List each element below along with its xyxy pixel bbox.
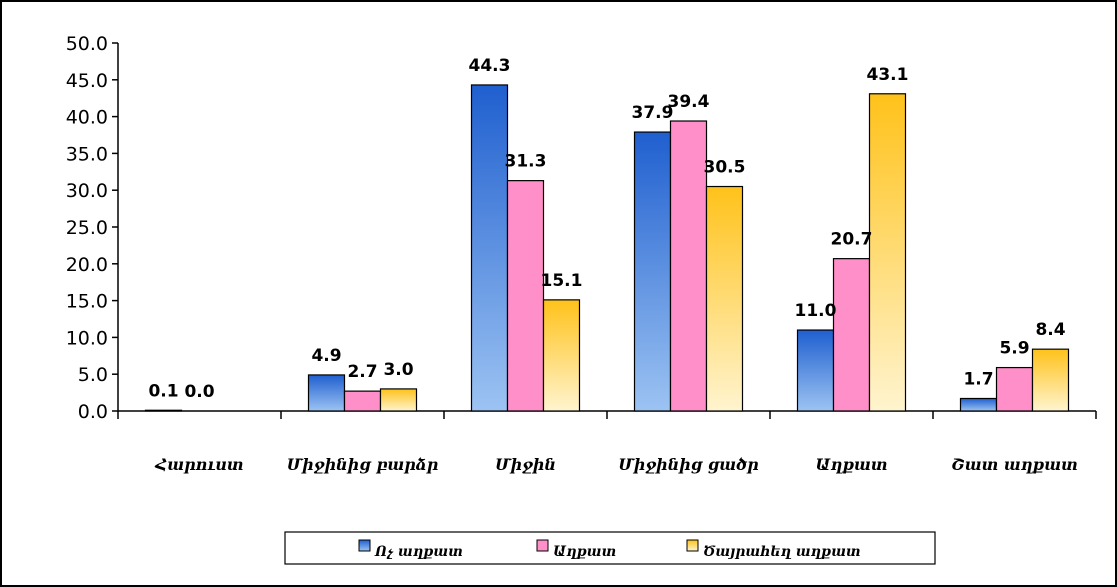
data-label: 2.7 bbox=[347, 362, 377, 382]
legend-swatch bbox=[536, 539, 549, 552]
x-category-label: Հարուստ bbox=[154, 455, 243, 474]
data-label: 37.9 bbox=[632, 103, 674, 123]
data-label: 4.9 bbox=[311, 346, 341, 366]
data-label: 43.1 bbox=[867, 65, 909, 85]
bar-1 bbox=[307, 374, 346, 412]
bar-1 bbox=[144, 409, 183, 412]
legend-box bbox=[284, 531, 936, 565]
data-labels: 0.1 0.0 4.9 2.7 3.0 44.3 31.3 15.1 37.939.4 30.5 1… bbox=[148, 56, 1065, 402]
data-label: 15.1 bbox=[541, 271, 583, 291]
x-category-label: Միջին bbox=[495, 455, 556, 474]
y-tick-label: 45.0 bbox=[66, 70, 108, 92]
data-label: 11.0 bbox=[795, 301, 837, 321]
legend-label: Ոչ աղքատ bbox=[374, 544, 463, 560]
x-axis: Հարուստ Միջինից բարձր Միջին Միջինից ցածր Աղք… bbox=[117, 410, 1097, 474]
data-label: 44.3 bbox=[469, 56, 511, 76]
y-tick-label: 10.0 bbox=[66, 327, 108, 349]
y-axis: 0.0 5.0 10.0 15.0 20.0 25.0 30.0 35.0 40.0 45.0 50… bbox=[66, 33, 119, 423]
data-label: 0.1 bbox=[148, 381, 178, 401]
bar-2 bbox=[995, 366, 1034, 412]
legend-label: Ծայրահեղ աղքատ bbox=[703, 544, 861, 560]
data-label: 20.7 bbox=[831, 230, 873, 250]
bar-2 bbox=[343, 390, 382, 412]
bar-2 bbox=[506, 180, 545, 412]
x-category-label: Միջինից բարձր bbox=[287, 455, 439, 474]
bar-3 bbox=[542, 299, 581, 412]
x-category-label: Միջինից ցածր bbox=[618, 455, 759, 474]
bar-3 bbox=[868, 93, 907, 412]
y-tick-label: 35.0 bbox=[66, 143, 108, 165]
data-label: 3.0 bbox=[383, 360, 413, 380]
data-label: 8.4 bbox=[1035, 320, 1065, 340]
data-label: 1.7 bbox=[963, 369, 993, 389]
bar-1 bbox=[470, 84, 509, 412]
x-category-label: Աղքատ bbox=[815, 455, 887, 474]
y-tick-label: 15.0 bbox=[66, 291, 108, 313]
bar-2 bbox=[669, 120, 708, 412]
x-category-label: Շատ աղքատ bbox=[951, 455, 1078, 474]
y-tick-label: 0.0 bbox=[78, 401, 108, 423]
bar-3 bbox=[379, 388, 418, 412]
data-label: 31.3 bbox=[505, 152, 547, 172]
legend-swatch bbox=[358, 539, 371, 552]
y-tick-label: 25.0 bbox=[66, 217, 108, 239]
data-label: 5.9 bbox=[999, 339, 1029, 359]
bars bbox=[144, 84, 1070, 412]
y-tick-label: 30.0 bbox=[66, 180, 108, 202]
bar-1 bbox=[633, 131, 672, 412]
y-tick-label: 50.0 bbox=[66, 33, 108, 55]
legend-label: Աղքատ bbox=[553, 544, 616, 560]
bar-3 bbox=[705, 185, 744, 412]
data-label: 39.4 bbox=[668, 92, 710, 112]
legend: Ոչ աղքատ Աղքատ Ծայրահեղ աղքատ bbox=[284, 531, 936, 565]
data-label: 30.5 bbox=[704, 158, 746, 178]
bar-1 bbox=[959, 397, 998, 412]
legend-swatch bbox=[686, 539, 699, 552]
y-tick-label: 5.0 bbox=[78, 364, 108, 386]
data-label: 0.0 bbox=[184, 382, 214, 402]
bar-2 bbox=[832, 258, 871, 412]
bar-1 bbox=[796, 329, 835, 412]
y-tick-label: 40.0 bbox=[66, 107, 108, 129]
y-tick-label: 20.0 bbox=[66, 254, 108, 276]
bar-3 bbox=[1031, 348, 1070, 412]
